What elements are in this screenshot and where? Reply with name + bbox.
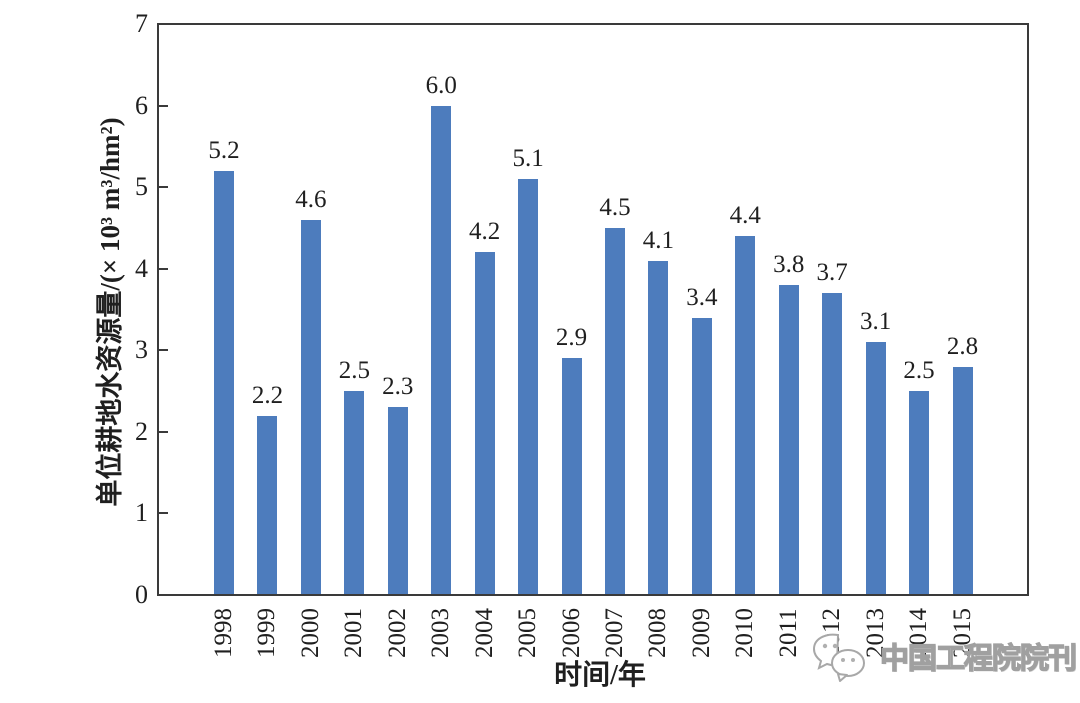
- y-tick-label-3: 3: [135, 335, 148, 365]
- bar-value-label-2011: 3.8: [773, 251, 805, 279]
- bar-2015: [952, 366, 973, 594]
- x-tick-label-2011: 2011: [774, 608, 802, 658]
- x-tick-label-2006: 2006: [557, 608, 585, 658]
- bar-value-label-2014: 2.5: [903, 357, 935, 385]
- bar-2013: [865, 342, 886, 594]
- y-tick-label-4: 4: [135, 253, 148, 283]
- x-tick-label-2004: 2004: [470, 608, 498, 658]
- bar-value-label-1999: 2.2: [251, 381, 284, 409]
- x-tick-label-2001: 2001: [340, 608, 368, 658]
- bar-value-label-2006: 2.9: [555, 324, 588, 352]
- bar-value-label-2002: 2.3: [382, 373, 414, 401]
- bar-value-label-2012: 3.7: [816, 259, 848, 287]
- bar-2001: [344, 391, 365, 594]
- x-tick-label-2003: 2003: [427, 608, 455, 658]
- x-tick-label-1998: 1998: [210, 608, 237, 658]
- bar-2004: [474, 252, 495, 594]
- bar-2002: [387, 407, 408, 594]
- y-tick-mark-6: [159, 104, 168, 107]
- bar-2000: [300, 219, 321, 594]
- y-tick-mark-4: [159, 267, 168, 270]
- bar-2007: [604, 227, 625, 594]
- y-tick-label-2: 2: [135, 416, 148, 446]
- bar-2003: [431, 105, 452, 594]
- x-tick-label-2010: 2010: [731, 608, 759, 658]
- bar-2008: [648, 260, 669, 594]
- x-tick-label-2005: 2005: [514, 608, 542, 658]
- y-tick-label-1: 1: [135, 498, 148, 528]
- y-tick-label-6: 6: [135, 90, 148, 120]
- bar-value-label-2003: 6.0: [425, 71, 457, 99]
- x-tick-label-2009: 2009: [687, 608, 715, 658]
- y-tick-mark-2: [159, 430, 168, 433]
- y-tick-label-5: 5: [135, 172, 148, 202]
- y-tick-mark-5: [159, 186, 168, 189]
- bar-2011: [778, 285, 799, 594]
- bar-2009: [691, 317, 712, 594]
- bar-value-label-2004: 4.2: [469, 218, 501, 246]
- bar-value-label-2015: 2.8: [946, 332, 979, 360]
- chat-bubbles-icon: [812, 633, 865, 682]
- y-tick-mark-3: [159, 349, 168, 352]
- bar-2006: [561, 358, 582, 594]
- bar-1998: [214, 170, 234, 594]
- x-axis-title: 时间/年: [554, 660, 646, 691]
- x-tick-label-2000: 2000: [296, 608, 324, 658]
- bar-2012: [822, 293, 843, 594]
- watermark-text: 中国工程院院刊: [879, 642, 1077, 675]
- bar-2005: [518, 178, 539, 594]
- y-tick-label-0: 0: [135, 580, 148, 609]
- bar-value-label-2010: 4.4: [729, 202, 761, 230]
- bar-value-label-2000: 4.6: [295, 185, 327, 213]
- bar-2010: [735, 236, 756, 594]
- bar-value-label-1998: 5.2: [208, 136, 240, 164]
- y-tick-mark-1: [159, 512, 168, 515]
- bar-2014: [909, 391, 930, 594]
- x-tick-label-2008: 2008: [644, 608, 672, 658]
- cae-journal-watermark: 中国工程院院刊: [808, 630, 1078, 682]
- bar-1999: [257, 415, 278, 594]
- bar-value-label-2008: 4.1: [642, 226, 675, 254]
- bar-value-label-2009: 3.4: [686, 283, 718, 311]
- x-tick-label-1999: 1999: [253, 608, 281, 658]
- bar-value-label-2001: 2.5: [338, 357, 370, 385]
- x-tick-label-2002: 2002: [383, 608, 411, 658]
- bar-value-label-2013: 3.1: [859, 308, 892, 336]
- x-tick-label-2007: 2007: [600, 608, 628, 658]
- y-tick-label-7: 7: [135, 9, 148, 38]
- bar-value-label-2007: 4.5: [599, 193, 631, 221]
- bar-value-label-2005: 5.1: [512, 144, 544, 172]
- y-axis-title: 单位耕地水资源量/(× 10³ m³/hm²): [95, 117, 125, 507]
